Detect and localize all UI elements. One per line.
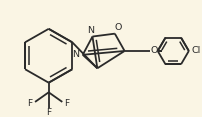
Text: O: O xyxy=(150,46,158,55)
Text: F: F xyxy=(46,108,51,117)
Text: F: F xyxy=(65,99,70,108)
Text: F: F xyxy=(28,99,33,108)
Text: N: N xyxy=(73,50,79,59)
Text: O: O xyxy=(114,23,121,32)
Text: N: N xyxy=(87,26,94,35)
Text: Cl: Cl xyxy=(192,46,201,55)
